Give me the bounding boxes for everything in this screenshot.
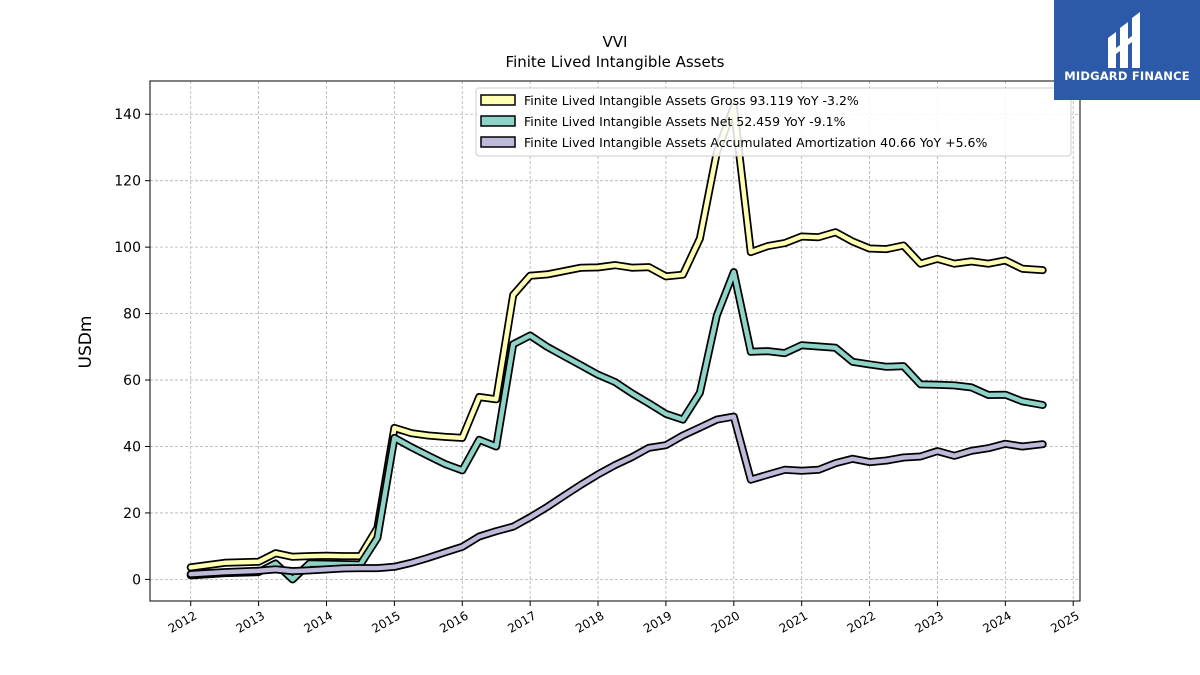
x-tick-label: 2023 — [912, 608, 945, 635]
y-tick-label: 120 — [114, 174, 141, 190]
series-line — [186, 268, 1047, 584]
x-tick-label: 2016 — [437, 608, 470, 635]
x-tick-label: 2021 — [777, 608, 810, 635]
legend-entry: Finite Lived Intangible Assets Net 52.45… — [524, 114, 846, 129]
series-line-fill — [188, 414, 1045, 577]
legend-swatch — [480, 115, 516, 127]
x-tick-label: 2013 — [234, 608, 267, 635]
plot-frame — [149, 80, 1081, 602]
chart-title: VVI — [603, 33, 628, 51]
legend: Finite Lived Intangible Assets Gross 93.… — [475, 87, 1072, 157]
legend-box — [475, 87, 1072, 157]
x-tick-label: 2020 — [709, 608, 742, 635]
series-line-fill — [188, 104, 1045, 570]
legend-entry: Finite Lived Intangible Assets Gross 93.… — [524, 93, 859, 108]
series-lines — [186, 102, 1047, 584]
x-tick-label: 2018 — [573, 608, 606, 635]
x-tick-label: 2012 — [166, 608, 199, 635]
series-line-outline — [186, 412, 1047, 579]
y-tick-label: 20 — [123, 506, 141, 522]
x-tick-label: 2014 — [302, 608, 335, 635]
legend-entry: Finite Lived Intangible Assets Accumulat… — [524, 135, 987, 150]
chart-subtitle: Finite Lived Intangible Assets — [506, 53, 725, 71]
series-line-outline — [186, 268, 1047, 584]
x-tick-label: 2025 — [1048, 608, 1081, 635]
legend-swatch — [480, 94, 516, 106]
series-line — [186, 102, 1047, 572]
x-tick-label: 2017 — [505, 608, 538, 635]
y-tick-label: 60 — [123, 373, 141, 389]
brand-name: MIDGARD FINANCE — [1064, 69, 1190, 83]
y-axis-label: USDm — [76, 316, 96, 369]
series-line-outline — [186, 102, 1047, 572]
series-line — [186, 412, 1047, 579]
x-tick-label: 2019 — [641, 608, 674, 635]
x-tick-label: 2024 — [980, 608, 1013, 635]
x-tick-label: 2022 — [845, 608, 878, 635]
y-tick-label: 0 — [132, 572, 141, 588]
series-line-fill — [188, 269, 1045, 582]
legend-swatch — [480, 136, 516, 148]
y-tick-label: 100 — [114, 240, 141, 256]
midgard-logo-icon — [1108, 12, 1140, 68]
y-tick-label: 140 — [114, 107, 141, 123]
grid-lines — [150, 81, 1080, 601]
brand-logo: MIDGARD FINANCE — [1054, 0, 1200, 100]
x-tick-label: 2015 — [369, 608, 402, 635]
y-tick-label: 40 — [123, 439, 141, 455]
y-tick-label: 80 — [123, 307, 141, 323]
